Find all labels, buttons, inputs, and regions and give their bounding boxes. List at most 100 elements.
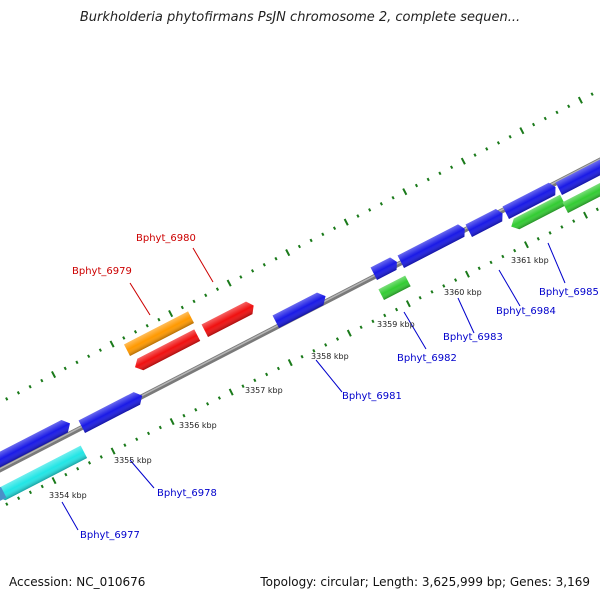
inner-track-tick <box>253 378 257 383</box>
inner-track-tick <box>217 396 221 400</box>
gene-feature-red-reverse[interactable] <box>132 329 201 373</box>
inner-track-tick <box>287 359 293 367</box>
inner-track-tick <box>169 417 175 426</box>
inner-track-tick <box>276 366 281 371</box>
genome-summary: Topology: circular; Length: 3,625,999 bp… <box>260 575 590 589</box>
outer-track-tick <box>157 317 161 322</box>
gene-feature-bphyt-6978[interactable] <box>78 389 146 433</box>
inner-track-tick <box>572 219 576 223</box>
inner-track-tick <box>524 241 529 249</box>
inner-track-tick <box>489 260 493 265</box>
inner-track-tick <box>182 413 186 418</box>
inner-track-tick <box>454 278 458 282</box>
gene-label-bphyt-6982[interactable]: Bphyt_6982 <box>397 353 457 364</box>
outer-track-tick <box>531 122 536 127</box>
inner-track-tick <box>51 476 57 485</box>
gene-feature-bphyt-6985[interactable] <box>508 194 566 232</box>
outer-track-tick <box>508 134 512 139</box>
outer-track-tick <box>391 195 395 200</box>
gene-label-bphyt-6980[interactable]: Bphyt_6980 <box>136 233 196 244</box>
outer-track-tick <box>168 309 174 318</box>
inner-track-tick <box>418 295 422 300</box>
inner-track-tick <box>241 384 245 388</box>
outer-track-tick <box>567 104 571 109</box>
outer-track-tick <box>51 370 57 379</box>
inner-track-tick <box>206 402 210 406</box>
tick-label-3360: 3360 kbp <box>444 288 482 297</box>
gene-feature-lightblue[interactable] <box>0 486 7 504</box>
inner-track-tick <box>335 337 340 341</box>
gene-label-bphyt-6978[interactable]: Bphyt_6978 <box>157 488 217 499</box>
gene-label-bphyt-6984[interactable]: Bphyt_6984 <box>496 306 556 317</box>
gene-feature-bphyt-6980[interactable] <box>201 299 257 337</box>
inner-track-tick <box>99 455 103 459</box>
tick-label-3357: 3357 kbp <box>245 386 283 395</box>
outer-track-tick <box>356 214 360 218</box>
outer-track-tick <box>414 183 419 188</box>
inner-track-tick <box>87 461 92 465</box>
gene-feature-forward-blue-4[interactable] <box>465 207 506 237</box>
gene-label-bphyt-6983[interactable]: Bphyt_6983 <box>443 332 503 343</box>
gene-feature-bphyt-6981[interactable] <box>272 290 329 328</box>
outer-track-tick <box>87 354 91 359</box>
gene-label-bphyt-6979[interactable]: Bphyt_6979 <box>72 266 132 277</box>
inner-track-tick <box>383 313 387 318</box>
inner-track-tick <box>312 349 316 353</box>
outer-track-tick <box>473 153 477 157</box>
inner-track-tick <box>513 248 517 253</box>
accession-label: Accession: NC_010676 <box>9 575 146 589</box>
inner-track-tick <box>28 490 32 495</box>
outer-track-tick <box>5 397 9 401</box>
outer-track-tick <box>519 127 525 135</box>
outer-track-tick <box>28 384 32 389</box>
gene-label-bphyt-6985[interactable]: Bphyt_6985 <box>539 287 599 298</box>
outer-track-tick <box>250 269 255 273</box>
inner-track-tick <box>394 307 399 312</box>
outer-track-tick <box>239 275 243 279</box>
inner-track-tick <box>135 437 139 442</box>
inner-track-tick <box>123 443 127 447</box>
gene-feature-forward-blue-6[interactable] <box>555 155 600 195</box>
gene-feature-forward-blue-5[interactable] <box>502 181 559 219</box>
outer-track-tick <box>215 287 220 291</box>
outer-track-tick <box>133 330 138 334</box>
outer-track-tick <box>309 238 313 243</box>
gene-feature-bphyt-6979[interactable] <box>124 311 194 356</box>
gene-feature-bphyt-6982[interactable] <box>378 275 411 300</box>
outer-dotted-track <box>5 92 594 401</box>
inner-track-tick <box>194 407 198 412</box>
inner-track-tick <box>324 343 328 347</box>
outer-track-tick <box>297 244 301 249</box>
outer-track-tick <box>16 391 20 395</box>
gene-feature-forward-blue-2[interactable] <box>370 256 401 280</box>
gene-feature-forward-blue-3[interactable] <box>397 223 468 268</box>
inner-track-tick <box>17 496 21 500</box>
inner-track-tick <box>146 431 151 436</box>
gene-feature-bphyt-6977[interactable] <box>0 445 88 503</box>
outer-track-tick <box>438 171 442 176</box>
outer-track-tick <box>590 92 594 96</box>
outer-track-tick <box>145 323 149 328</box>
outer-track-tick <box>204 293 208 298</box>
tick-label-3359: 3359 kbp <box>377 320 415 329</box>
outer-track-tick <box>180 305 184 310</box>
tick-label-3361: 3361 kbp <box>511 256 549 265</box>
inner-track-tick <box>346 329 352 337</box>
outer-track-tick <box>192 299 196 304</box>
gene-label-bphyt-6981[interactable]: Bphyt_6981 <box>342 391 402 402</box>
gene-label-bphyt-6977[interactable]: Bphyt_6977 <box>80 530 140 541</box>
outer-track-tick <box>402 188 408 196</box>
outer-track-tick <box>555 110 559 115</box>
outer-track-tick <box>122 336 126 340</box>
outer-track-tick <box>274 256 278 261</box>
inner-track-tick <box>228 388 234 396</box>
gene-feature-forward-blue-1[interactable] <box>0 417 73 470</box>
inner-track-tick <box>595 207 599 212</box>
outer-track-tick <box>285 249 291 257</box>
inner-track-tick <box>359 325 363 330</box>
inner-track-tick <box>110 447 116 455</box>
outer-track-tick <box>379 202 383 206</box>
tick-label-3355: 3355 kbp <box>114 456 152 465</box>
outer-track-tick <box>332 226 337 231</box>
